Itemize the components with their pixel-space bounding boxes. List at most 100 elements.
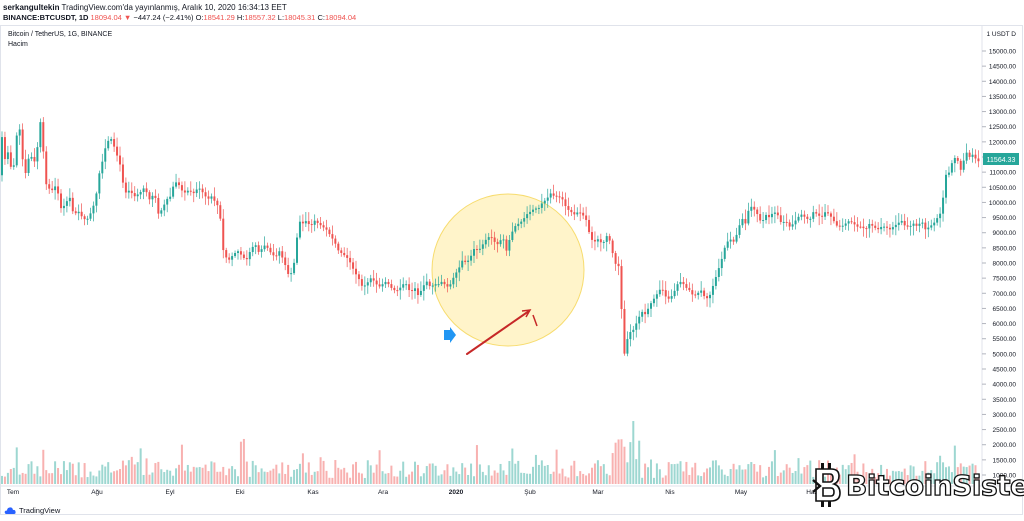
trend-arrow-head: [521, 309, 532, 318]
candle-body: [387, 281, 390, 285]
candle-body: [673, 290, 676, 297]
candle-body: [939, 213, 942, 219]
volume-bar: [237, 476, 239, 484]
volume-bar: [378, 450, 381, 484]
candle-body: [36, 147, 39, 162]
volume-bar: [593, 463, 596, 484]
candle-body: [564, 199, 567, 207]
candle-body: [874, 225, 877, 228]
volume-bar: [71, 463, 74, 484]
volume-bar: [180, 444, 183, 484]
candle-body: [762, 220, 765, 222]
candle-body: [977, 158, 980, 162]
price-tick-label: 12500.00: [989, 124, 1016, 131]
low-label: L:: [277, 13, 285, 22]
series-legend[interactable]: Bitcoin / TetherUS, 1G, BINANCE: [8, 31, 113, 38]
volume-bar: [661, 477, 664, 484]
publish-info: TradingView.com'da yayınlanmış, Aralık 1…: [61, 3, 287, 12]
ohlc-line: BINANCE:BTCUSDT, 1D 18094.04 ▼ −447.24 (…: [3, 13, 356, 22]
volume-bar: [9, 469, 12, 484]
candle-body: [272, 252, 275, 256]
price-tick-label: 10500.00: [989, 185, 1016, 192]
candle-body: [682, 281, 685, 285]
candle-body: [107, 140, 110, 149]
price-axis[interactable]: 1 USDT D 15000.00 14500.00 14000.00 13500.00…: [982, 31, 1016, 480]
volume-bar: [779, 472, 782, 484]
candle-body: [119, 155, 121, 165]
candle-body: [800, 214, 803, 217]
volume-bar: [464, 467, 467, 484]
price-tick-label: 2000.00: [993, 442, 1017, 449]
open-label: O:: [195, 13, 204, 22]
candle-body: [729, 239, 732, 242]
price-tick-label: 7500.00: [993, 276, 1017, 283]
candle-body: [92, 205, 95, 214]
volume-bar: [352, 464, 355, 484]
candle-body: [726, 241, 729, 248]
volume-bar: [163, 472, 166, 484]
candle-body: [664, 290, 667, 297]
volume-bar: [658, 469, 661, 484]
candle-body: [30, 156, 33, 159]
candle-body: [186, 190, 189, 193]
volume-bar: [470, 463, 473, 484]
volume-bar: [121, 460, 124, 484]
volume-bar: [785, 464, 788, 484]
volume-bar: [620, 439, 623, 484]
candle-body: [301, 221, 304, 224]
last-price-badge: [983, 153, 1019, 165]
volume-bar: [27, 464, 30, 484]
volume-bar: [723, 474, 726, 484]
volume-bar: [434, 465, 437, 484]
volume-bar: [891, 470, 894, 484]
candle-body: [151, 195, 154, 200]
candle-body: [741, 218, 744, 226]
volume-bar: [968, 465, 971, 484]
volume-bar: [484, 475, 487, 484]
candle-body: [322, 225, 325, 228]
volume-bar: [458, 474, 461, 484]
volume-bar: [652, 477, 655, 484]
candle-body: [971, 154, 974, 157]
candle-body: [467, 260, 470, 262]
candle-body: [856, 224, 859, 227]
volume-bar: [257, 472, 260, 484]
candle-body: [714, 277, 717, 286]
volume-bar: [921, 470, 924, 484]
price-change: −447.24 (−2.41%): [133, 13, 194, 22]
cloud-icon: [4, 507, 16, 514]
candle-body: [765, 214, 768, 221]
candle-body: [750, 206, 753, 211]
trend-arrow-tick: [532, 314, 538, 327]
candle-body: [520, 221, 523, 224]
volume-bar: [127, 460, 130, 484]
price-tick-label: 2500.00: [993, 427, 1017, 434]
volume-bar: [124, 465, 127, 484]
candle-body: [234, 252, 237, 257]
candlesticks: [1, 117, 980, 357]
candle-body: [458, 267, 461, 273]
candle-body: [352, 262, 355, 269]
volume-bar: [629, 442, 632, 484]
price-tick-label: 7000.00: [993, 291, 1017, 298]
candle-body: [936, 218, 939, 223]
candle-body: [166, 198, 169, 205]
candle-body: [225, 250, 228, 258]
candle-body: [844, 223, 847, 226]
candle-body: [340, 250, 343, 253]
volume-bar: [829, 474, 832, 484]
time-axis[interactable]: Tem Ağu Eyl Eki Kas Ara 2020 Şub Mar Nis May Haz: [7, 489, 818, 496]
candle-body: [585, 215, 588, 220]
candle-body: [431, 285, 434, 287]
candle-body: [700, 290, 703, 293]
candle-body: [363, 285, 366, 287]
volume-bar: [974, 465, 977, 484]
volume-bar: [366, 460, 369, 484]
volume-legend[interactable]: Hacim: [8, 41, 28, 48]
candle-body: [325, 227, 328, 230]
volume-bar: [738, 465, 741, 484]
candle-body: [260, 249, 263, 252]
tradingview-logo[interactable]: TradingView: [4, 506, 60, 515]
candle-body: [809, 218, 812, 220]
